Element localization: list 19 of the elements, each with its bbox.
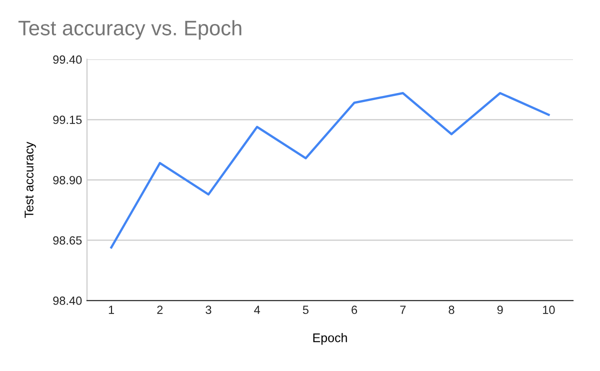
line-series xyxy=(110,92,550,249)
x-axis-title: Epoch xyxy=(313,333,347,345)
x-tick-label: 4 xyxy=(254,306,260,314)
y-tick-label: 99.40 xyxy=(53,55,82,64)
x-tick-label: 5 xyxy=(302,306,308,314)
y-tick-label: 98.65 xyxy=(53,236,82,245)
x-tick-label: 7 xyxy=(400,306,406,314)
x-tick-label: 3 xyxy=(206,306,212,314)
x-tick-label: 10 xyxy=(543,306,555,314)
x-tick-label: 1 xyxy=(108,306,114,314)
chart-title: Test accuracy vs. Epoch xyxy=(18,20,242,40)
y-tick-label: 98.90 xyxy=(53,176,82,184)
x-tick-label: 2 xyxy=(157,306,163,314)
y-tick-label: 98.40 xyxy=(53,296,82,305)
y-tick-label: 99.15 xyxy=(53,116,82,124)
y-axis-title: Test accuracy xyxy=(24,142,36,218)
x-tick-label: 8 xyxy=(448,306,454,314)
x-tick-label: 6 xyxy=(352,306,358,314)
x-tick-label: 9 xyxy=(497,306,503,314)
